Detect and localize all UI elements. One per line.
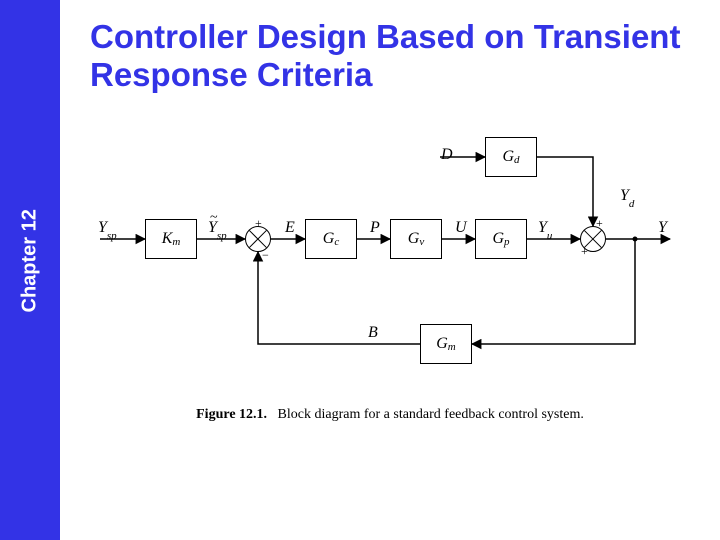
- figure-caption: Figure 12.1. Block diagram for a standar…: [90, 407, 690, 423]
- block-Gp: Gp: [475, 219, 527, 259]
- signal-Y: Y: [658, 219, 667, 237]
- block-Gd: Gd: [485, 137, 537, 177]
- signal-Yd: Yd: [620, 187, 634, 207]
- block-Km: Km: [145, 219, 197, 259]
- sign: +: [581, 244, 588, 259]
- signal-D: D: [441, 146, 453, 164]
- signal-Ysp: Ysp: [98, 219, 117, 239]
- tilde: ~: [210, 210, 218, 226]
- signal-B: B: [368, 324, 378, 342]
- page-title: Controller Design Based on Transient Res…: [90, 18, 690, 94]
- sign: +: [255, 216, 262, 231]
- figure-number: Figure 12.1.: [196, 407, 267, 422]
- main-content: Controller Design Based on Transient Res…: [60, 0, 720, 540]
- figure-text: Block diagram for a standard feedback co…: [278, 407, 584, 422]
- sign: +: [596, 216, 603, 231]
- block-Gv: Gv: [390, 219, 442, 259]
- signal-P: P: [370, 219, 380, 237]
- block-Gm: Gm: [420, 324, 472, 364]
- signal-Yu: Yu: [538, 219, 552, 239]
- sign: −: [262, 248, 269, 263]
- block-Gc: Gc: [305, 219, 357, 259]
- chapter-label: Chapter 12: [19, 209, 42, 312]
- signal-U: U: [455, 219, 467, 237]
- block-diagram: KmGcGvGpGdGm+−++YspYsp~EPUYuYDYdB: [90, 119, 690, 399]
- sidebar: Chapter 12: [0, 0, 60, 540]
- signal-E: E: [285, 219, 295, 237]
